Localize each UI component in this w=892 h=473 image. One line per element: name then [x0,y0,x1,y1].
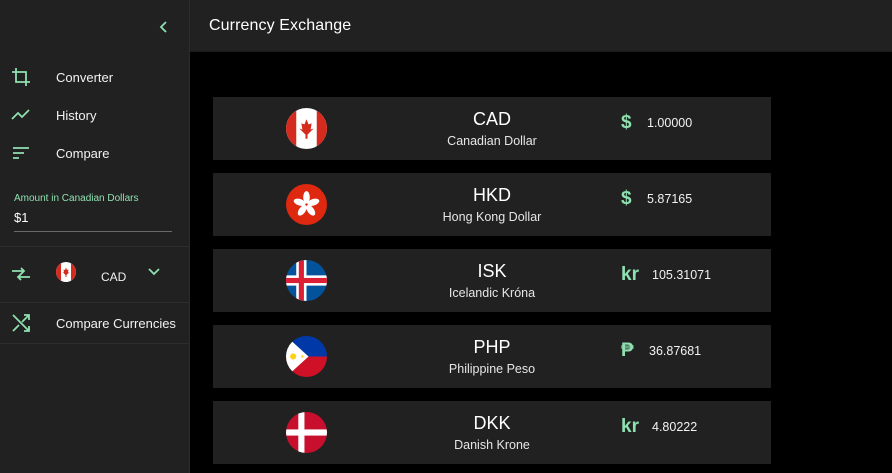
iceland-flag-icon [286,260,327,301]
nav-item-history[interactable]: History [0,96,189,134]
divider [0,246,189,247]
canada-flag-icon [56,262,76,282]
app-header: Currency Exchange [190,0,892,52]
currency-code: PHP [473,337,511,357]
currency-name: Danish Krone [454,438,530,452]
hong-kong-flag-icon [286,184,327,225]
nav-item-compare[interactable]: Compare [0,134,189,172]
philippines-flag-icon [286,336,327,377]
chevron-left-icon [159,21,167,33]
currency-name: Icelandic Króna [448,286,536,300]
rate-row-hkd[interactable]: HKD Hong Kong Dollar $ 5.87165 [213,173,771,236]
denmark-flag-icon [286,412,327,453]
chevron-down-icon[interactable] [146,264,162,280]
exchange-rate-value: 105.31071 [652,268,712,282]
exchange-rate-value: 5.87165 [647,192,693,206]
crop-icon [12,68,30,86]
base-currency-select[interactable]: CAD [0,254,189,302]
nav-label-compare-currencies: Compare Currencies [56,315,176,331]
currency-symbol: $ [621,188,632,209]
rate-row-php[interactable]: PHP Philippine Peso ₱ 36.87681 [213,325,771,388]
currency-name: Philippine Peso [448,362,536,376]
shuffle-icon [12,314,30,332]
trend-icon [11,109,30,120]
rate-row-cad[interactable]: CAD Canadian Dollar $ 1.00000 [213,97,771,160]
currency-symbol: ₱ [621,340,634,361]
exchange-rate-value: 4.80222 [652,420,698,434]
rate-row-isk[interactable]: ISK Icelandic Króna kr 105.31071 [213,249,771,312]
swap-icon[interactable] [11,264,31,284]
currency-name: Canadian Dollar [447,134,537,148]
nav-item-converter[interactable]: Converter [0,58,189,96]
sort-icon [13,147,29,159]
divider [0,302,189,303]
sidebar: Converter History Compare Amount in Cana… [0,0,190,473]
divider [0,343,189,344]
currency-code: ISK [477,261,507,281]
currency-code: HKD [472,185,511,205]
nav-label-history: History [56,107,97,123]
exchange-rate-value: 1.00000 [647,116,693,130]
exchange-rate-value: 36.87681 [649,344,702,358]
amount-field: Amount in Canadian Dollars [14,193,172,232]
amount-input[interactable] [14,208,172,232]
currency-symbol: kr [621,416,639,437]
currency-name: Hong Kong Dollar [442,210,542,224]
nav-label-converter: Converter [56,69,114,85]
base-currency-code: CAD [101,270,127,284]
collapse-sidebar-button[interactable] [154,17,174,37]
canada-flag-icon [286,108,327,149]
nav-label-compare: Compare [56,145,110,161]
currency-symbol: kr [621,264,639,285]
rate-row-dkk[interactable]: DKK Danish Krone kr 4.80222 [213,401,771,464]
currency-code: DKK [473,413,511,433]
amount-label: Amount in Canadian Dollars [14,193,139,204]
nav-item-compare-currencies[interactable]: Compare Currencies [0,304,189,342]
currency-symbol: $ [621,112,632,133]
currency-code: CAD [472,109,511,129]
page-title: Currency Exchange [209,17,352,34]
